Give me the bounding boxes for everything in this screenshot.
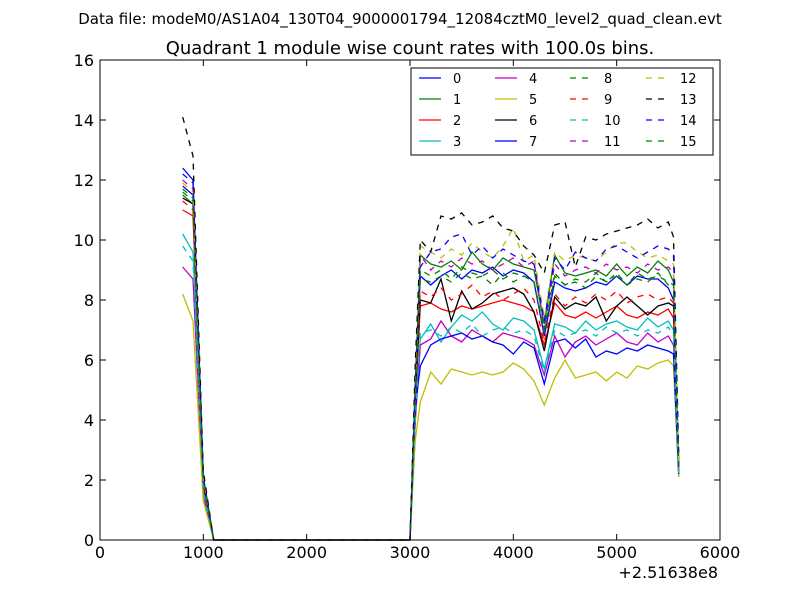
y-tick-label: 6 xyxy=(84,351,94,370)
legend-label-0: 0 xyxy=(453,72,461,87)
legend-label-4: 4 xyxy=(529,72,537,87)
series-line-5 xyxy=(182,293,680,541)
legend-label-2: 2 xyxy=(453,114,461,129)
y-tick-label: 14 xyxy=(74,111,94,130)
legend-label-14: 14 xyxy=(680,114,697,129)
legend-label-3: 3 xyxy=(453,135,461,150)
y-tick-label: 0 xyxy=(84,531,94,550)
legend-label-6: 6 xyxy=(529,114,537,129)
y-tick-label: 12 xyxy=(74,171,94,190)
legend-label-8: 8 xyxy=(604,72,612,87)
x-offset-label: +2.51638e8 xyxy=(618,563,718,582)
legend-label-7: 7 xyxy=(529,135,537,150)
x-tick-label: 3000 xyxy=(390,543,431,562)
series-line-14 xyxy=(182,173,680,541)
legend-label-13: 13 xyxy=(680,93,697,108)
legend-label-9: 9 xyxy=(604,93,612,108)
y-tick-label: 4 xyxy=(84,411,94,430)
x-tick-label: 5000 xyxy=(596,543,637,562)
series-line-2 xyxy=(182,209,680,541)
y-tick-label: 2 xyxy=(84,471,94,490)
series-layer xyxy=(182,116,680,541)
axis-ticks xyxy=(99,59,721,541)
legend-label-10: 10 xyxy=(604,114,621,129)
legend-label-12: 12 xyxy=(680,72,697,87)
series-line-7 xyxy=(182,167,680,541)
x-tick-label: 2000 xyxy=(286,543,327,562)
y-tick-label: 10 xyxy=(74,231,94,250)
legend-label-1: 1 xyxy=(453,93,461,108)
x-tick-label: 0 xyxy=(95,543,105,562)
series-line-6 xyxy=(182,197,680,541)
series-line-1 xyxy=(182,194,680,541)
x-tick-label: 1000 xyxy=(183,543,224,562)
figure-suptitle: Data file: modeM0/AS1A04_130T04_90000017… xyxy=(78,10,722,29)
series-line-10 xyxy=(182,245,680,541)
series-line-4 xyxy=(182,266,680,541)
series-line-11 xyxy=(182,179,680,541)
series-line-15 xyxy=(182,188,680,541)
x-tick-label: 6000 xyxy=(700,543,741,562)
y-tick-label: 16 xyxy=(74,51,94,70)
series-line-0 xyxy=(182,185,680,541)
legend-label-15: 15 xyxy=(680,135,697,150)
y-tick-label: 8 xyxy=(84,291,94,310)
legend-label-5: 5 xyxy=(529,93,537,108)
x-tick-label: 4000 xyxy=(493,543,534,562)
series-line-8 xyxy=(182,191,680,541)
chart-title: Quadrant 1 module wise count rates with … xyxy=(166,38,655,59)
series-line-12 xyxy=(182,182,680,541)
legend-label-11: 11 xyxy=(604,135,621,150)
